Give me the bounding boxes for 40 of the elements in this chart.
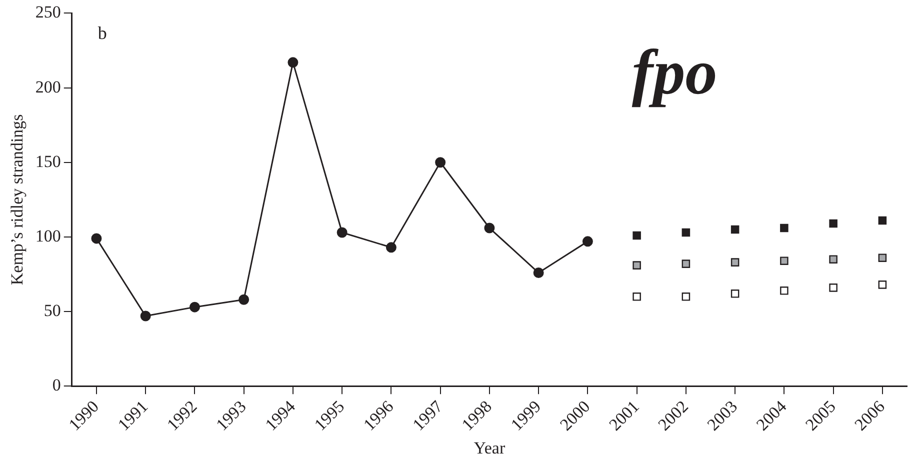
y-tick-label: 50: [44, 301, 61, 320]
point: [730, 258, 740, 266]
point: [632, 231, 641, 240]
point: [730, 225, 740, 234]
point: [878, 216, 887, 225]
point: [632, 261, 641, 270]
point: [189, 302, 200, 312]
point: [878, 280, 887, 289]
point: [238, 294, 250, 305]
y-tick-label: 150: [35, 152, 61, 171]
point: [682, 228, 690, 237]
point: [533, 268, 544, 278]
x-tick-label: 1991: [114, 396, 152, 434]
point: [288, 57, 298, 68]
x-axis-title: Year: [474, 438, 506, 458]
point: [682, 292, 690, 301]
point: [386, 242, 396, 253]
annotation: fpo: [632, 36, 718, 108]
point: [780, 286, 788, 295]
point: [829, 284, 838, 292]
point: [632, 292, 641, 301]
point: [682, 260, 690, 268]
y-tick-label: 250: [35, 2, 61, 22]
y-tick-label: 100: [35, 226, 61, 246]
point: [829, 255, 838, 264]
point: [91, 233, 102, 244]
point: [730, 290, 740, 298]
y-axis-title: Kemp’s ridley strandings: [8, 114, 27, 286]
point: [829, 219, 838, 228]
point: [336, 227, 348, 238]
y-tick-label: 0: [52, 376, 61, 395]
point: [140, 310, 151, 322]
point: [484, 222, 495, 234]
point: [582, 236, 593, 247]
y-tick-label: 200: [35, 77, 61, 96]
point: [435, 157, 446, 168]
point: [780, 224, 788, 232]
point: [780, 256, 788, 265]
point: [878, 254, 887, 262]
annotation: b: [98, 22, 107, 43]
